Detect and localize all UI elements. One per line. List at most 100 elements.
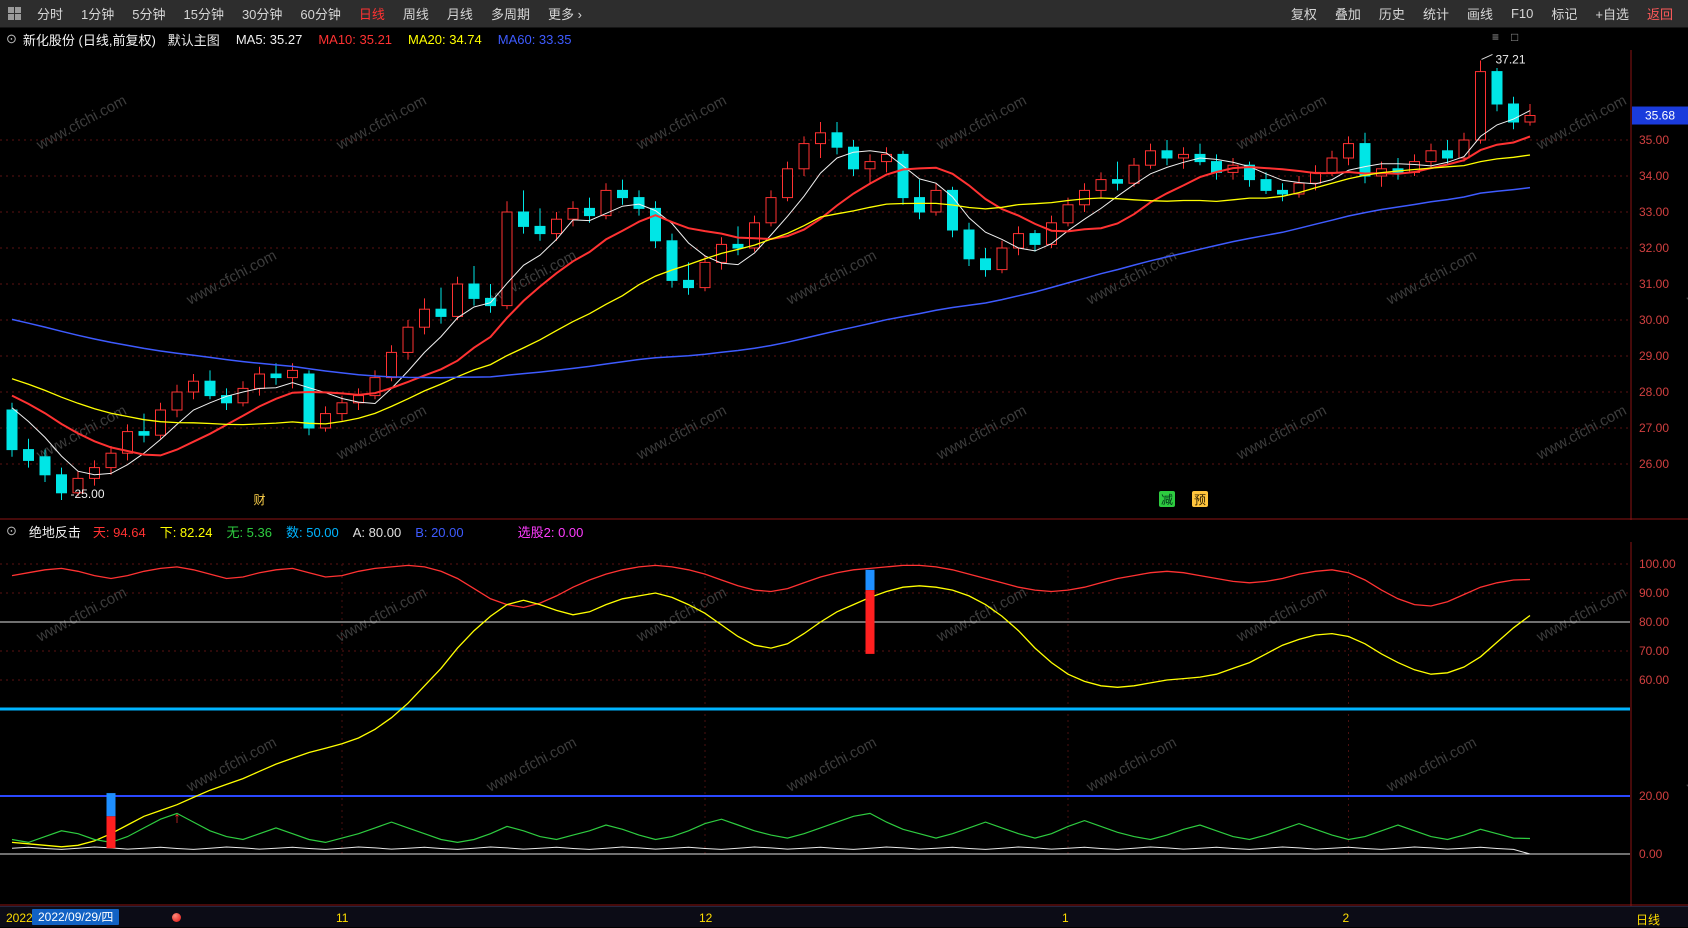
candle-body (6, 409, 18, 451)
signal-bar-blue (106, 793, 116, 817)
candle-body (650, 207, 661, 242)
indicator-name[interactable]: 绝地反击 (28, 524, 81, 540)
candle-body (1524, 115, 1536, 123)
indicator-axis-label: 60.00 (1639, 673, 1669, 687)
last-price-value: 35.68 (1645, 109, 1675, 123)
panel-settings-icon[interactable]: ≡ (1492, 30, 1500, 44)
window-grid-icon[interactable] (8, 6, 22, 21)
candle-body (320, 413, 331, 429)
signal-badge-bg (1159, 491, 1175, 507)
tools-menu-item-0[interactable]: 复权 (1290, 7, 1317, 22)
period-menu-item-0[interactable]: 分时 (37, 7, 64, 22)
candle-body (831, 132, 843, 148)
month-label-11: 11 (336, 911, 349, 925)
indicator-line-选股 (11, 846, 1531, 855)
watermark: www.cfchi.com (933, 402, 1029, 464)
candle-body (963, 229, 975, 260)
tools-menu-item-1[interactable]: 叠加 (1334, 7, 1361, 22)
indicator-chart[interactable]: www.cfchi.com www.cfchi.com www.cfchi.com w… (0, 542, 1688, 906)
main-chart-type-label[interactable]: 默认主图 (167, 32, 220, 48)
watermark: www.cfchi.com (933, 92, 1029, 154)
candle-body (1178, 153, 1189, 159)
candle-body (105, 452, 117, 469)
y-axis-label: 27.00 (1639, 421, 1669, 435)
tools-menu-item-8[interactable]: 返回 (1646, 7, 1673, 22)
watermark: www.cfchi.com (333, 92, 429, 154)
event-dot-marker[interactable] (172, 913, 181, 922)
watermark: www.cfchi.com (1533, 92, 1629, 154)
candle-body (501, 211, 513, 307)
watermark: www.cfchi.com (1233, 92, 1329, 154)
high-price-label: 37.21 (1496, 52, 1526, 66)
candle-body (1062, 204, 1074, 224)
panel-maximize-icon[interactable]: □ (1511, 30, 1519, 44)
period-menu-item-2[interactable]: 5分钟 (132, 7, 166, 22)
stock-title[interactable]: 新化股份 (日线,前复权) (22, 32, 156, 48)
candle-body (204, 380, 216, 397)
tools-menu-item-2[interactable]: 历史 (1378, 7, 1405, 22)
period-menu-item-8[interactable]: 月线 (446, 7, 473, 22)
indicator-axis-label: 0.00 (1639, 847, 1663, 861)
indicator-field-3: 数: 50.00 (285, 524, 339, 540)
candle-body (1112, 179, 1123, 184)
tools-menu-item-4[interactable]: 画线 (1466, 7, 1493, 22)
main-price-chart[interactable]: www.cfchi.com www.cfchi.com www.cfchi.com w… (0, 50, 1688, 520)
period-menu-item-4[interactable]: 30分钟 (241, 7, 283, 22)
watermark: www.cfchi.com (1533, 402, 1629, 464)
candle-body (798, 143, 810, 170)
tools-menu-item-5[interactable]: F10 (1510, 6, 1534, 21)
y-axis-label: 31.00 (1639, 277, 1669, 291)
candle-body (749, 222, 760, 249)
indicator-axis-label: 80.00 (1639, 615, 1669, 629)
indicator-line-下 (11, 585, 1531, 848)
indicator-field-5: B: 20.00 (415, 524, 464, 540)
period-menu-item-1[interactable]: 1分钟 (81, 7, 115, 22)
candle-body (1128, 164, 1140, 184)
candle-body (1326, 157, 1338, 173)
period-menu-item-7[interactable]: 周线 (402, 7, 429, 22)
period-menu-item-5[interactable]: 60分钟 (300, 7, 341, 22)
signal-bar-blue (865, 569, 875, 591)
watermark: www.cfchi.com (33, 92, 129, 154)
candle-body (56, 474, 67, 494)
ma-line-60 (11, 186, 1531, 379)
indicator-field-4: A: 80.00 (352, 524, 402, 540)
collapse-indicator-icon[interactable]: ⊙ (6, 523, 17, 538)
candle-body (980, 258, 991, 271)
month-label-1: 1 (1062, 911, 1069, 925)
candle-body (897, 153, 909, 199)
year-label: 2022 (6, 911, 33, 925)
candle-body (171, 391, 183, 411)
ma-label-3: MA20: 34.74 (408, 31, 482, 47)
y-axis-label: 33.00 (1639, 205, 1669, 219)
watermark: www.cfchi.com (1083, 734, 1179, 796)
candlestick-series[interactable] (6, 60, 1536, 500)
timeline-bar[interactable]: 2022 2022/09/29/四 日线 11 12 1 2 (0, 906, 1688, 927)
month-label-12: 12 (699, 911, 713, 925)
candle-body (287, 369, 298, 379)
candle-body (633, 197, 645, 209)
ma-label-2: MA10: 35.21 (318, 31, 393, 47)
tools-menu-item-3[interactable]: 统计 (1422, 7, 1449, 22)
indicator-line-无 (11, 812, 1531, 844)
tools-menu-item-6[interactable]: 标记 (1551, 7, 1578, 22)
period-menu-item-9[interactable]: 多周期 (490, 7, 530, 22)
indicator-axis-label: 70.00 (1639, 644, 1669, 658)
period-menu-item-6[interactable]: 日线 (358, 7, 385, 22)
candle-body (237, 387, 249, 404)
indicator-field-6: 选股2: 0.00 (517, 524, 584, 540)
candle-body (600, 189, 612, 217)
candle-body (732, 243, 744, 249)
candle-body (765, 197, 777, 224)
collapse-main-icon[interactable]: ⊙ (6, 31, 17, 46)
tools-menu-item-7[interactable]: +自选 (1595, 7, 1629, 22)
candle-body (468, 283, 480, 299)
period-menu-item-3[interactable]: 15分钟 (183, 7, 224, 22)
candle-body (303, 373, 315, 429)
period-menu-item-10[interactable]: 更多 › (547, 7, 582, 22)
candle-body (881, 153, 892, 163)
candle-body (369, 377, 381, 397)
candle-body (452, 283, 463, 317)
candle-body (188, 380, 199, 393)
